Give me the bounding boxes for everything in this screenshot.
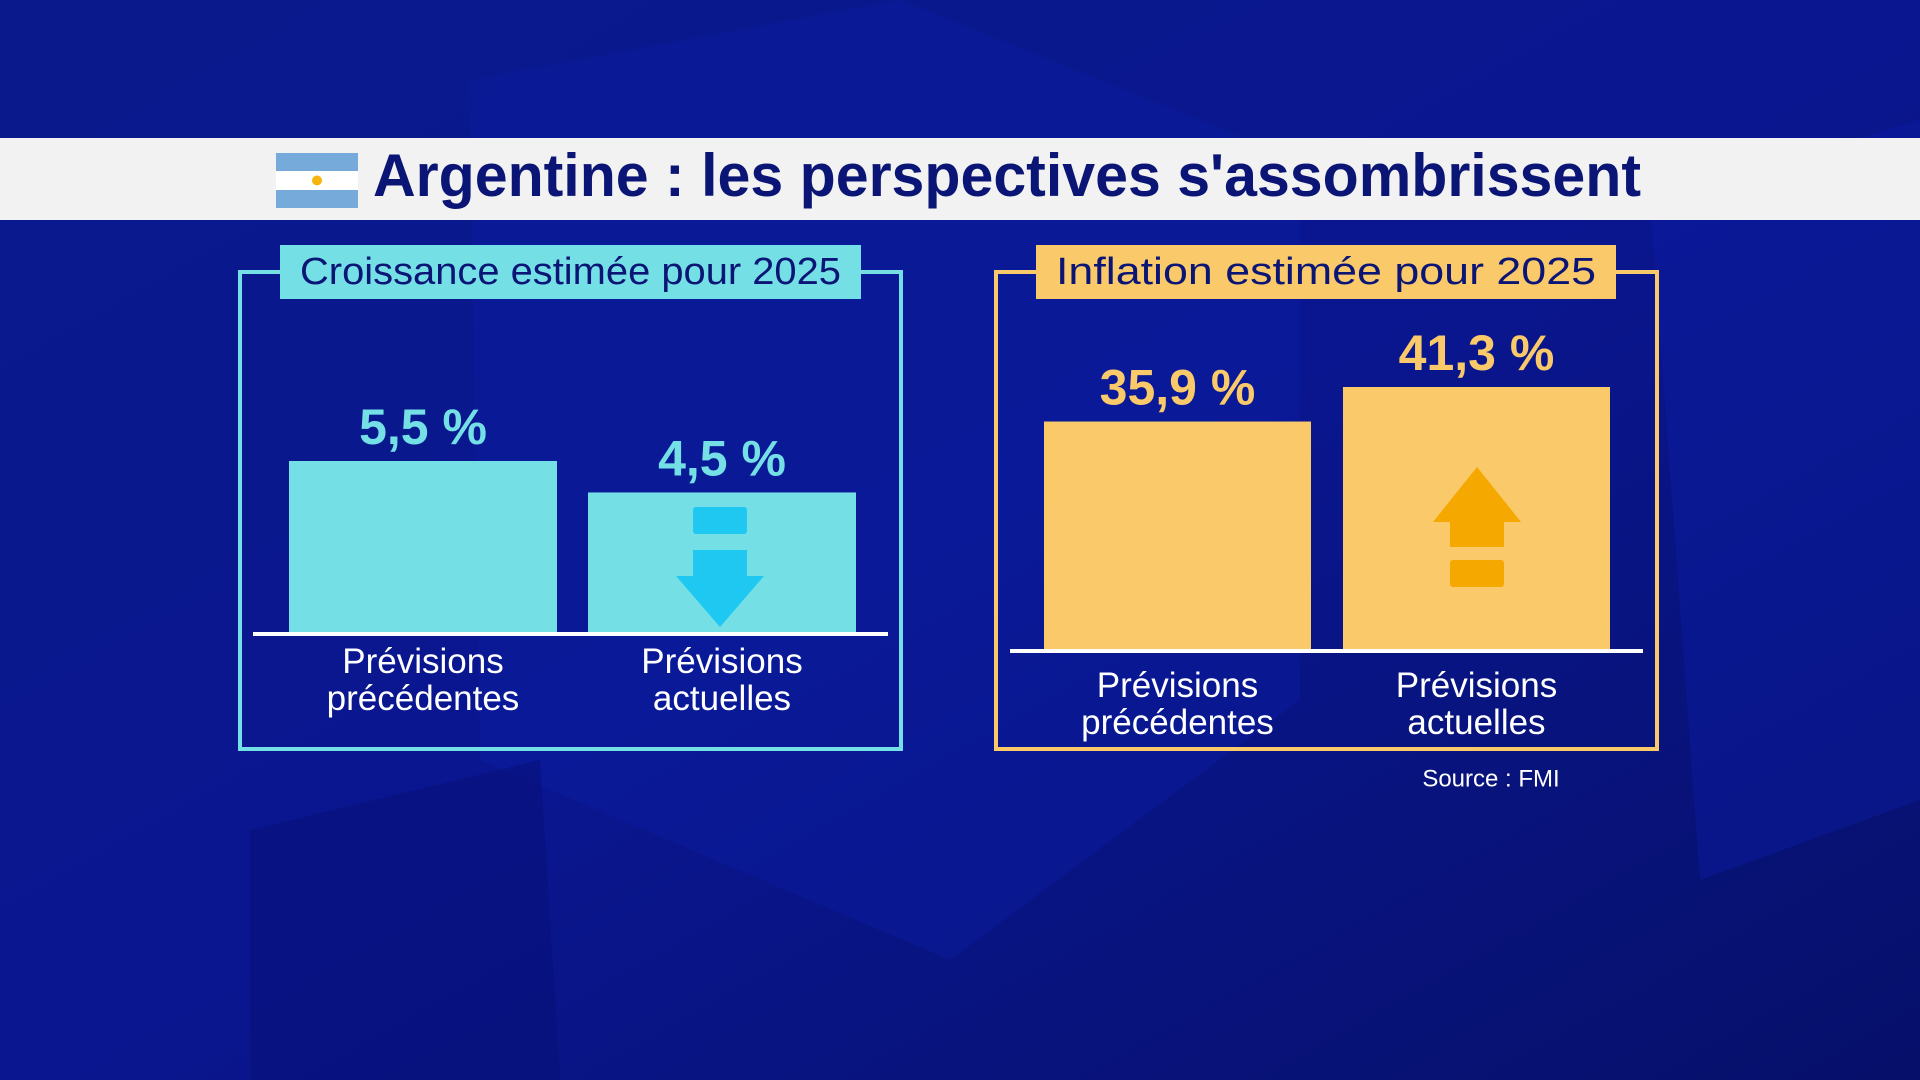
category-line: actuelles [653,679,791,718]
up-arrow [1433,467,1521,587]
value-label: 5,5 % [359,399,487,455]
panel-header [1036,245,1616,299]
bar [289,461,557,634]
source: Source : FMI [1422,765,1559,792]
panel-header [280,245,861,299]
background-shape [1650,120,1920,880]
arrow-part [1450,560,1504,587]
bar [1044,421,1311,651]
panels: Croissance estimée pour 2025 5,5 % Prévisi… [238,245,1659,751]
category-line: Prévisions [342,642,503,681]
panel-title: Croissance estimée pour 2025 [300,251,841,293]
category-line: actuelles [1407,703,1545,742]
main-title: Argentine : les perspectives s'assombris… [373,142,1641,209]
category-line: Prévisions [641,642,802,681]
value-label: 41,3 % [1399,325,1555,381]
arrow-part [1433,467,1521,547]
category-label: Prévisions actuelles [641,642,802,718]
category-line: précédentes [327,679,520,718]
category-label: Prévisions actuelles [1396,666,1557,742]
category-label: Prévisions précédentes [327,642,520,718]
panel-title: Inflation estimée pour 2025 [1056,251,1596,293]
background-shape [250,760,560,1080]
background-shape [470,0,1300,960]
category-line: Prévisions [1396,666,1557,705]
value-label: 35,9 % [1100,360,1256,416]
category-line: précédentes [1081,703,1274,742]
arrow-part [693,507,747,534]
flag [276,153,358,208]
category-line: Prévisions [1097,666,1258,705]
arrow-part [676,550,764,627]
value-label: 4,5 % [658,431,786,487]
down-arrow [676,507,764,627]
category-label: Prévisions précédentes [1081,666,1274,742]
flag-sun [312,175,322,186]
